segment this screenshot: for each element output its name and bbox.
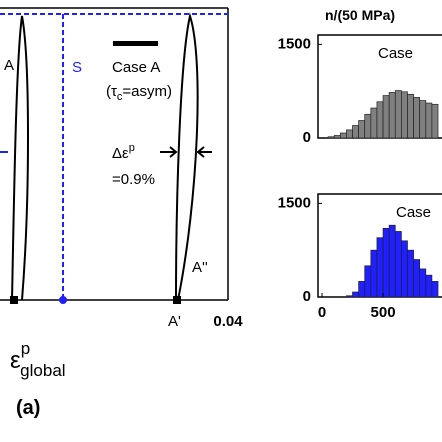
loop-curve [11,15,29,301]
bar [376,237,384,298]
text: p [21,339,30,358]
bar [407,249,414,298]
bar [419,100,427,139]
bar [394,90,402,139]
text: p [129,142,135,154]
bar [352,125,359,139]
annotation: Δεp [112,142,135,162]
legend-swatch [113,41,158,46]
loop-curve [175,12,199,301]
text: (τ [106,83,117,100]
marker [10,296,18,304]
bar [413,259,421,298]
bar [339,132,347,139]
bar [364,265,372,298]
y-tick-label: 0 [303,129,311,146]
annotation: Case [396,204,431,221]
annotation: Case A [112,59,160,76]
annotation: S [72,59,82,76]
x-tick-label: 0 [318,304,326,321]
bar [407,93,414,139]
bar [352,291,359,298]
bar [370,249,378,298]
bar [382,95,390,139]
panel-label: (a) [16,397,40,419]
left-panel-frame [0,7,229,301]
bar [401,91,408,139]
text: =asym) [122,83,172,100]
annotation: A [4,57,14,74]
bar [346,129,353,139]
bar [388,224,396,298]
x-tick-label: 500 [371,304,396,321]
text: ε [10,347,21,374]
bar [370,107,378,139]
bar [346,295,353,298]
text: global [20,361,65,380]
bar [376,101,384,139]
bar [327,136,335,139]
annotation: =0.9% [112,171,155,188]
bar [358,281,366,298]
bar [431,103,439,139]
marker [59,296,67,304]
annotation: A'' [192,259,208,276]
bar [364,113,372,139]
text: c [117,91,123,103]
bar [431,281,439,298]
marker [173,296,181,304]
bar [394,231,402,298]
arrows [160,146,212,158]
bar [382,227,390,298]
bar [425,102,433,139]
x-tick-label: 0.04 [213,313,243,330]
bar [388,92,396,139]
annotation: Case [378,45,413,62]
y-tick-label: 1500 [278,35,311,52]
y-axis-label: n/(50 MPa) [325,7,395,23]
x-axis-label: εp global [10,339,66,380]
bar [419,268,427,298]
bar [333,135,341,139]
bar [358,120,366,139]
bar [413,97,421,139]
annotation: (τc=asym) [106,83,172,103]
y-tick-label: 1500 [278,194,311,211]
bar [401,240,408,298]
text: Δε [112,145,129,162]
bar [425,274,433,298]
annotation: A' [168,313,181,330]
y-tick-label: 0 [303,288,311,305]
